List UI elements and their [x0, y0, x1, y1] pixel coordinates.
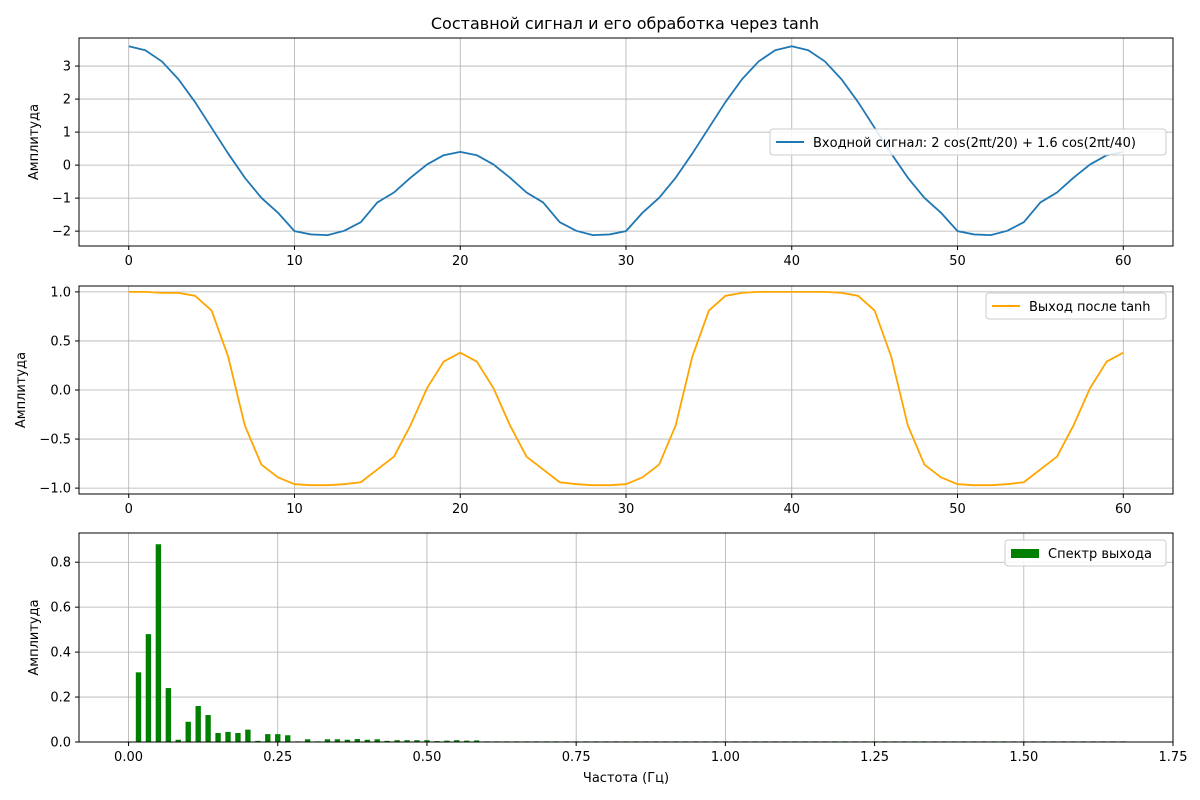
legend-label: Входной сигнал: 2 cos(2πt/20) + 1.6 cos(… [813, 136, 1136, 151]
bar [444, 740, 450, 742]
y-axis-label: Амплитуда [27, 104, 42, 180]
y-tick-label: 0.8 [50, 556, 71, 571]
x-tick-label: 0.75 [562, 750, 591, 765]
bar [195, 706, 201, 742]
x-tick-label: 1.25 [860, 750, 889, 765]
bar [334, 739, 341, 742]
subplot-1: 0 10 20 30 40 50 60 −2 −1 0 1 2 3 Амплитуда Входной си… [27, 37, 1174, 269]
subplot-3: 0.00 0.25 0.50 0.75 1.00 1.25 1.50 1.75 0.0 0.2 0.… [27, 532, 1188, 786]
y-tick-label: −2 [52, 225, 71, 240]
plots-container: 0 10 20 30 40 50 60 −2 −1 0 1 2 3 Амплитуда Входной си… [14, 37, 1188, 786]
legend-label: Спектр выхода [1048, 547, 1152, 562]
y-tick-label: 0.0 [50, 384, 71, 399]
x-tick-label: 0 [125, 254, 133, 269]
bar [155, 544, 162, 742]
legend: Входной сигнал: 2 cos(2πt/20) + 1.6 cos(… [769, 128, 1167, 156]
x-tick-label: 0 [125, 502, 133, 517]
bar [414, 740, 420, 742]
bar [374, 739, 380, 742]
x-tick-label: 30 [618, 254, 635, 269]
legend-label: Выход после tanh [1029, 300, 1151, 315]
bar [275, 734, 281, 742]
x-tick-label: 0.50 [412, 750, 441, 765]
legend-frame [985, 292, 1167, 320]
bar [215, 733, 221, 742]
x-tick-label: 0.25 [263, 750, 292, 765]
y-tick-label: 2 [63, 93, 71, 108]
subplot-2: 0 10 20 30 40 50 60 −1.0 −0.5 0.0 0.5 1.0 Амплитуда В… [14, 285, 1174, 517]
bar [394, 740, 400, 742]
x-tick-label: 1.50 [1009, 750, 1038, 765]
legend-frame [1004, 539, 1167, 567]
bar [464, 740, 470, 742]
bar [185, 721, 191, 742]
y-tick-label: 1 [63, 126, 71, 141]
bar [135, 672, 142, 742]
bar [364, 739, 370, 742]
bar [304, 739, 311, 742]
bar [235, 733, 241, 742]
bar [245, 729, 251, 742]
y-tick-label: 3 [63, 60, 71, 75]
bar [344, 739, 351, 742]
bar [454, 740, 460, 742]
series-line [128, 290, 1124, 487]
y-axis-label: Амплитуда [14, 352, 29, 428]
x-tick-label: 40 [783, 502, 800, 517]
x-tick-label: 50 [949, 502, 966, 517]
x-tick-label: 1.75 [1159, 750, 1188, 765]
legend: Выход после tanh [985, 292, 1167, 320]
y-tick-label: −1.0 [39, 482, 71, 497]
figure-title: Составной сигнал и его обработка через t… [431, 14, 819, 33]
bar [175, 739, 181, 742]
x-tick-label: 30 [618, 502, 635, 517]
legend-frame [769, 128, 1167, 156]
bar [225, 731, 231, 742]
y-tick-label: 0 [63, 159, 71, 174]
bar [165, 688, 172, 742]
bar [205, 715, 211, 742]
y-tick-label: −0.5 [39, 433, 71, 448]
bar [145, 634, 152, 742]
y-tick-label: −1 [52, 192, 71, 207]
bar [354, 739, 360, 742]
x-tick-label: 50 [949, 254, 966, 269]
x-tick-label: 60 [1115, 254, 1132, 269]
y-tick-label: 0.0 [50, 736, 71, 751]
series-line [128, 45, 1124, 237]
x-tick-label: 10 [286, 254, 303, 269]
bar [265, 734, 271, 742]
x-tick-label: 40 [783, 254, 800, 269]
bar [285, 735, 291, 742]
x-tick-label: 1.00 [711, 750, 740, 765]
y-tick-label: 0.4 [50, 646, 71, 661]
x-tick-label: 60 [1115, 502, 1132, 517]
y-tick-label: 0.2 [50, 691, 71, 706]
y-tick-label: 1.0 [50, 285, 71, 300]
y-axis-label: Амплитуда [27, 599, 42, 675]
x-tick-label: 20 [452, 502, 469, 517]
bar [424, 740, 430, 742]
x-tick-label: 0.00 [114, 750, 143, 765]
bar [473, 740, 480, 742]
axes-frame [78, 532, 1174, 743]
bar [404, 740, 410, 742]
y-tick-label: 0.5 [50, 334, 71, 349]
x-axis-label: Частота (Гц) [583, 771, 669, 786]
bar [384, 740, 390, 742]
bar [255, 740, 261, 742]
legend: Спектр выхода [1004, 539, 1167, 567]
legend-swatch [1011, 549, 1039, 558]
x-tick-label: 20 [452, 254, 469, 269]
y-tick-label: 0.6 [50, 601, 71, 616]
x-tick-label: 10 [286, 502, 303, 517]
bar [324, 739, 331, 742]
